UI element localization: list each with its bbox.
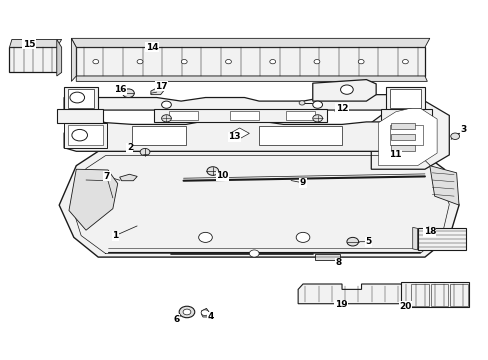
Polygon shape <box>390 134 414 140</box>
Text: 14: 14 <box>145 43 158 52</box>
Circle shape <box>312 115 322 122</box>
Circle shape <box>206 167 218 175</box>
Polygon shape <box>370 101 448 169</box>
Polygon shape <box>154 109 327 122</box>
Text: 6: 6 <box>173 315 179 324</box>
Text: 18: 18 <box>423 228 435 237</box>
Polygon shape <box>412 227 417 250</box>
Circle shape <box>269 59 275 64</box>
Polygon shape <box>298 284 409 304</box>
Polygon shape <box>285 111 315 120</box>
Polygon shape <box>259 126 341 145</box>
Text: 4: 4 <box>207 312 213 321</box>
Polygon shape <box>385 87 424 110</box>
Text: 17: 17 <box>155 82 167 91</box>
Text: 15: 15 <box>22 40 35 49</box>
Polygon shape <box>59 151 458 257</box>
Polygon shape <box>429 166 458 205</box>
Text: 3: 3 <box>460 125 466 134</box>
Polygon shape <box>64 116 434 151</box>
Polygon shape <box>76 76 427 81</box>
Polygon shape <box>201 309 209 317</box>
Polygon shape <box>71 39 429 47</box>
Polygon shape <box>378 107 436 166</box>
Circle shape <box>450 133 459 139</box>
Polygon shape <box>69 169 118 230</box>
Text: 5: 5 <box>365 237 371 246</box>
Text: 1: 1 <box>112 231 118 240</box>
Text: 19: 19 <box>334 300 346 309</box>
Text: 13: 13 <box>228 132 241 141</box>
Circle shape <box>161 115 171 122</box>
Circle shape <box>161 101 171 108</box>
Polygon shape <box>71 39 76 81</box>
Polygon shape <box>64 87 98 110</box>
Polygon shape <box>132 126 185 145</box>
Polygon shape <box>315 253 339 260</box>
Polygon shape <box>389 89 420 108</box>
Polygon shape <box>385 123 427 148</box>
Circle shape <box>296 232 309 242</box>
Text: 10: 10 <box>216 171 228 180</box>
Circle shape <box>72 130 87 141</box>
Polygon shape <box>229 128 249 139</box>
Polygon shape <box>390 123 414 129</box>
Text: 9: 9 <box>299 178 305 187</box>
Circle shape <box>346 237 358 246</box>
Polygon shape <box>9 40 61 47</box>
Polygon shape <box>120 174 137 181</box>
Polygon shape <box>57 40 61 76</box>
Polygon shape <box>76 47 424 76</box>
Circle shape <box>312 101 322 108</box>
Circle shape <box>313 59 319 64</box>
Circle shape <box>93 59 99 64</box>
Polygon shape <box>390 145 414 150</box>
Polygon shape <box>229 111 259 120</box>
Circle shape <box>402 59 407 64</box>
Polygon shape <box>151 87 163 95</box>
Polygon shape <box>64 123 107 148</box>
Polygon shape <box>312 80 375 101</box>
Circle shape <box>201 310 208 316</box>
Polygon shape <box>389 126 423 145</box>
Circle shape <box>183 309 190 315</box>
Text: 20: 20 <box>398 302 411 311</box>
Circle shape <box>225 59 231 64</box>
Polygon shape <box>57 109 103 123</box>
Text: 11: 11 <box>388 150 401 159</box>
Text: 16: 16 <box>114 85 126 94</box>
Polygon shape <box>68 126 103 145</box>
Text: 7: 7 <box>103 172 110 181</box>
Polygon shape <box>64 95 424 110</box>
Circle shape <box>340 85 352 94</box>
Circle shape <box>249 250 259 257</box>
Text: 8: 8 <box>335 258 341 267</box>
Polygon shape <box>9 47 57 72</box>
Circle shape <box>140 148 150 156</box>
Text: 2: 2 <box>126 143 133 152</box>
Polygon shape <box>68 89 94 108</box>
Polygon shape <box>168 111 198 120</box>
Circle shape <box>299 101 305 105</box>
Circle shape <box>137 59 142 64</box>
Circle shape <box>70 92 84 103</box>
Circle shape <box>122 89 134 98</box>
Text: 12: 12 <box>335 104 347 113</box>
Polygon shape <box>380 109 431 123</box>
Circle shape <box>358 59 364 64</box>
Circle shape <box>198 232 212 242</box>
Polygon shape <box>400 282 468 307</box>
Circle shape <box>181 59 187 64</box>
Circle shape <box>179 306 194 318</box>
Polygon shape <box>417 228 466 250</box>
